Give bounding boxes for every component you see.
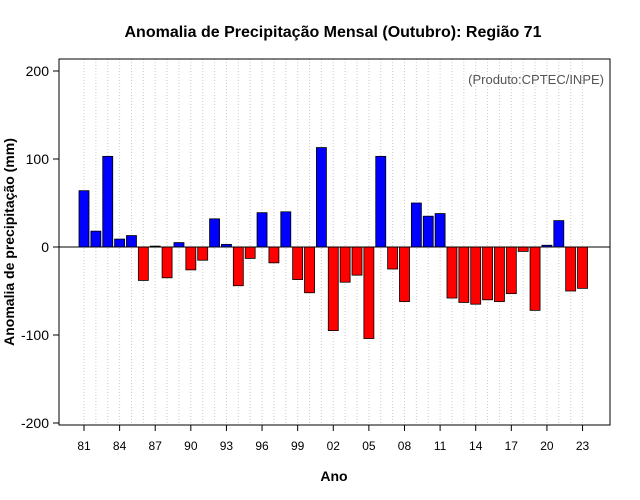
plot-frame (58, 58, 611, 426)
y-tick-label: 0 (41, 239, 49, 255)
y-axis: -200 -100 0 100 200 (21, 63, 59, 431)
bar-1982 (90, 230, 102, 248)
bar-2022 (565, 246, 577, 292)
x-tick-label: 23 (576, 439, 590, 453)
bar-1995 (244, 246, 256, 259)
bar-1988 (161, 246, 173, 279)
x-axis-label: Ano (320, 468, 347, 484)
x-tick-label: 93 (220, 439, 234, 453)
x-tick-label: 81 (77, 439, 91, 453)
bar-2017 (505, 246, 517, 295)
bar-2013 (458, 246, 470, 303)
x-tick-label: 17 (505, 439, 519, 453)
bar-1998 (280, 211, 292, 248)
x-tick-label: 14 (469, 439, 483, 453)
bar-2010 (422, 215, 434, 248)
bar-2006 (375, 155, 387, 248)
bar-1981 (78, 190, 90, 248)
bar-1997 (268, 246, 280, 264)
bar-1984 (114, 238, 126, 248)
bar-1990 (185, 246, 197, 271)
bar-2007 (387, 246, 399, 270)
x-tick-label: 87 (149, 439, 163, 453)
bar-2008 (399, 246, 410, 302)
y-tick-label: 200 (26, 63, 50, 79)
bar-2001 (315, 147, 327, 248)
x-tick-label: 08 (398, 439, 412, 453)
y-tick-label: 100 (26, 151, 50, 167)
bar-1996 (256, 212, 268, 248)
bar-2004 (351, 246, 363, 276)
bar-2021 (553, 220, 565, 248)
x-tick-label: 20 (540, 439, 554, 453)
product-credit: (Produto:CPTEC/INPE) (468, 72, 604, 87)
x-tick-label: 96 (255, 439, 269, 453)
x-tick-label: 11 (434, 439, 447, 453)
x-tick-label: 84 (113, 439, 127, 453)
bar-2016 (494, 246, 505, 302)
bar-2015 (482, 246, 493, 301)
bar-1983 (102, 155, 114, 248)
bar-2009 (410, 202, 422, 248)
vertical-gridlines (83, 59, 584, 425)
y-tick-label: -100 (21, 327, 49, 343)
bar-1986 (137, 246, 149, 281)
x-tick-label: 99 (291, 439, 305, 453)
bar-2003 (339, 246, 351, 283)
bar-2005 (363, 246, 375, 339)
bar-1989 (173, 242, 185, 248)
bar-1999 (292, 246, 304, 280)
chart-title: Anomalia de Precipitação Mensal (Outubro… (125, 24, 542, 41)
bar-2000 (304, 246, 315, 294)
bar-2019 (529, 246, 541, 311)
x-tick-label: 90 (184, 439, 198, 453)
bar-1985 (126, 235, 137, 248)
bar-2023 (577, 246, 588, 289)
bar-1992 (209, 218, 220, 248)
bar-1994 (232, 246, 244, 287)
x-tick-label: 05 (362, 439, 376, 453)
bar-2018 (517, 246, 529, 252)
y-tick-label: -200 (21, 415, 49, 431)
bar-2014 (470, 246, 482, 305)
x-axis: 81 84 87 90 93 96 99 02 05 08 11 14 17 20 23 (77, 425, 590, 453)
y-axis-label: Anomalia de precipitação (mm) (1, 138, 17, 346)
bar-2012 (446, 246, 458, 299)
x-tick-label: 02 (327, 439, 341, 453)
bar-2011 (434, 213, 446, 248)
bars-group (78, 147, 588, 339)
bar-2002 (327, 246, 339, 331)
bar-1991 (197, 246, 209, 261)
